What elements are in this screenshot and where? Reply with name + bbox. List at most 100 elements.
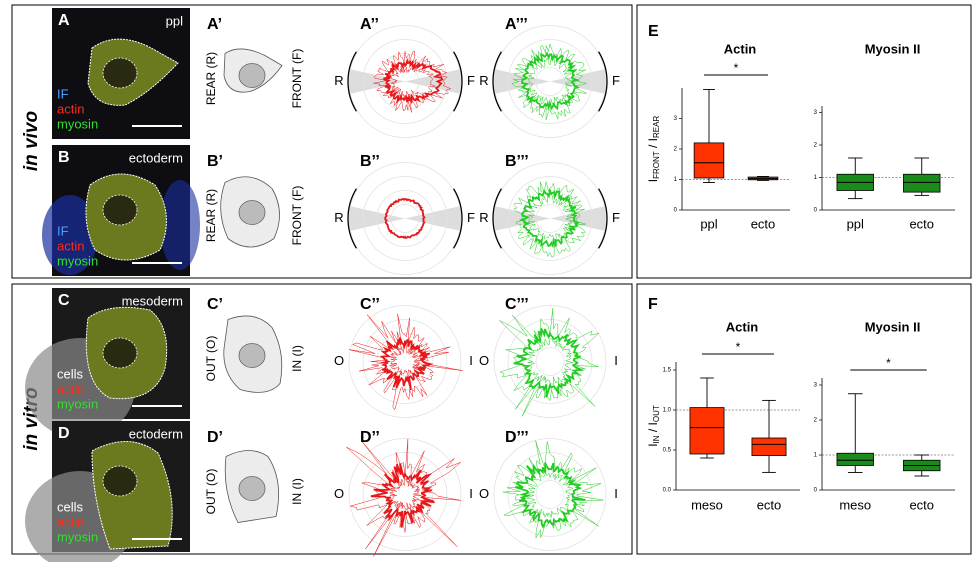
panel-letter: C’’ <box>360 296 380 313</box>
stain-label: cells <box>57 499 84 514</box>
nucleus <box>102 194 138 226</box>
side-arc <box>598 188 608 249</box>
panel-letter: A’ <box>207 16 222 33</box>
polar-trace <box>370 463 435 528</box>
x-tick-label: ecto <box>909 497 934 512</box>
polar-trace <box>518 187 580 249</box>
sketch-side-label: IN (I) <box>290 345 304 372</box>
side-arc <box>598 51 608 112</box>
polar-side-label: O <box>479 486 489 501</box>
sketch-side-label: REAR (R) <box>204 52 218 105</box>
polar-ring <box>493 438 607 551</box>
side-arc <box>492 51 502 112</box>
section-label: in vivo <box>21 111 42 171</box>
if-glow <box>42 195 98 275</box>
y-tick-label: 1.5 <box>663 368 672 374</box>
side-arc <box>347 188 357 249</box>
polar-envelope <box>388 478 422 511</box>
side-arc <box>453 188 463 249</box>
polar-ring <box>507 319 593 404</box>
panel-title: Actin <box>726 319 759 334</box>
box <box>689 407 725 455</box>
polar-envelope <box>525 471 574 519</box>
polar-trace <box>379 337 434 391</box>
polar-ring <box>362 319 448 404</box>
y-axis-label-part: IN <box>652 435 661 443</box>
nucleus-sketch <box>238 343 266 368</box>
sketch-side-label: OUT (O) <box>204 469 218 515</box>
stain-label: actin <box>57 101 84 116</box>
y-axis-label-part: FRONT <box>652 151 661 179</box>
polar-trace <box>384 197 426 240</box>
polar-ring <box>535 347 565 376</box>
y-tick-label: 0.5 <box>663 448 672 454</box>
cell-body <box>91 441 173 550</box>
panel-letter: D’’ <box>360 429 380 446</box>
polar-side-label: R <box>479 210 488 225</box>
y-axis-label-part: / I <box>646 138 660 151</box>
y-tick-label: 3 <box>814 383 818 389</box>
polar-side-label: I <box>614 353 618 368</box>
image-note: ppl <box>166 13 183 28</box>
polar-ring <box>507 452 593 537</box>
panel-letter: A <box>58 12 70 29</box>
y-tick-label: 0 <box>814 208 818 214</box>
polar-side-label: F <box>467 73 475 88</box>
polar-ring <box>493 25 607 138</box>
stain-label: IF <box>57 223 69 238</box>
panel-letter: E <box>648 23 659 40</box>
y-tick-label: 2 <box>674 147 678 153</box>
polar-ring <box>376 190 434 247</box>
polar-side-label: I <box>614 486 618 501</box>
polar-trace <box>383 57 444 105</box>
polar-ring <box>390 347 420 376</box>
polar-trace <box>521 51 581 111</box>
polar-envelope <box>511 43 588 120</box>
stain-label: myosin <box>57 396 98 411</box>
y-tick-label: 1.0 <box>663 408 672 414</box>
polar-envelope <box>346 438 462 557</box>
panel-letter: C’ <box>207 296 223 313</box>
polar-side-label: R <box>479 73 488 88</box>
polar-envelope <box>389 65 436 99</box>
stain-label: actin <box>57 381 84 396</box>
x-tick-label: ppl <box>700 216 717 231</box>
y-tick-label: 0 <box>674 208 678 214</box>
stain-label: myosin <box>57 116 98 131</box>
sketch-side-label: REAR (R) <box>204 189 218 242</box>
nucleus <box>102 465 138 497</box>
stain-label: actin <box>57 238 84 253</box>
y-tick-label: 3 <box>814 110 818 116</box>
polar-ring <box>507 176 593 261</box>
side-arc <box>347 51 357 112</box>
panel-title: Actin <box>724 41 757 56</box>
nucleus-sketch <box>238 200 266 225</box>
y-tick-label: 1 <box>814 175 818 181</box>
polar-ring <box>493 162 607 275</box>
y-axis-label-part: REAR <box>652 116 661 138</box>
image-note: ectoderm <box>129 426 183 441</box>
polar-side-label: F <box>467 210 475 225</box>
polar-ring <box>535 204 565 233</box>
polar-envelope <box>499 308 600 417</box>
box <box>903 173 941 193</box>
frame-e <box>636 4 972 279</box>
polar-ring <box>362 39 448 124</box>
stain-label: cells <box>57 366 84 381</box>
y-axis-label-part: OUT <box>652 405 661 422</box>
panel-letter: B <box>58 149 70 166</box>
image-note: mesoderm <box>122 293 183 308</box>
y-tick-label: 1 <box>814 453 818 459</box>
panel-letter: F <box>648 296 658 313</box>
stain-label: actin <box>57 514 84 529</box>
y-axis-label-part: I <box>646 443 660 446</box>
sketch-side-label: IN (I) <box>290 478 304 505</box>
x-tick-label: ecto <box>751 216 776 231</box>
polar-ring <box>535 480 565 509</box>
x-tick-label: ppl <box>847 216 864 231</box>
box <box>836 452 874 466</box>
polar-ring <box>362 176 448 261</box>
box <box>751 437 787 457</box>
panel-letter: D <box>58 425 70 442</box>
